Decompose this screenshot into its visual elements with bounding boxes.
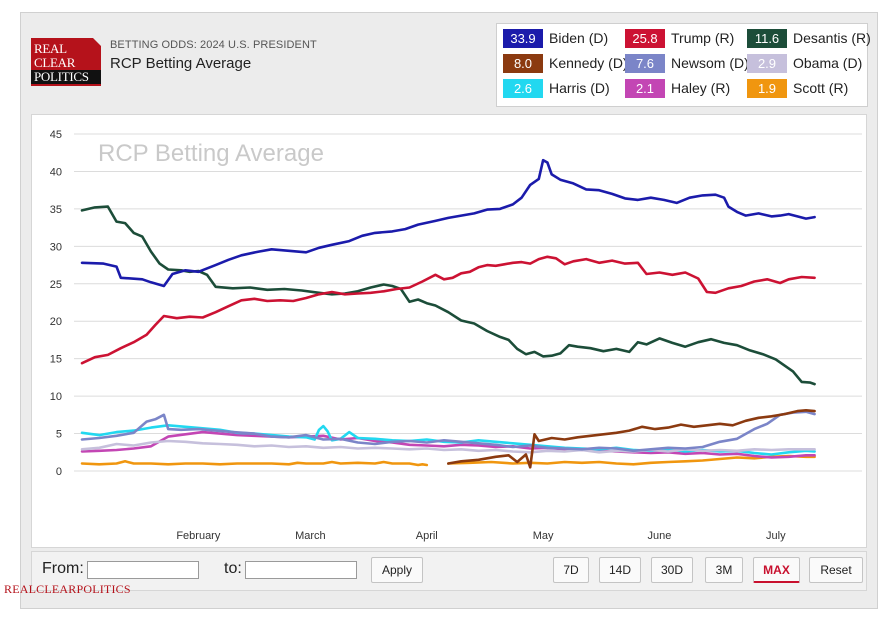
chart-area: 0 5 10 15 20 25 30 35 40 45 RCP Betting Average Feb… <box>31 114 867 548</box>
legend-item[interactable]: 2.9 Obama (D) <box>747 53 862 73</box>
x-tick-label: June <box>648 530 672 542</box>
x-tick-label: July <box>766 530 786 542</box>
legend-label: Haley (R) <box>671 80 731 96</box>
legend-item[interactable]: 11.6 Desantis (R) <box>747 28 871 48</box>
reset-button[interactable]: Reset <box>809 557 863 583</box>
logo-line-3: POLITICS <box>31 70 101 84</box>
chart-subtitle: BETTING ODDS: 2024 U.S. PRESIDENT <box>110 39 317 51</box>
legend-label: Harris (D) <box>549 80 610 96</box>
from-label: From: <box>42 560 84 577</box>
legend-item[interactable]: 2.6 Harris (D) <box>503 78 610 98</box>
rcp-logo[interactable]: REAL CLEAR POLITICS <box>31 37 102 86</box>
y-tick-label: 5 <box>56 429 62 441</box>
x-tick-label: February <box>176 530 221 542</box>
x-tick-label: May <box>533 530 554 542</box>
legend-value: 25.8 <box>625 28 665 48</box>
range-button-30d[interactable]: 30D <box>651 557 693 583</box>
range-button-max[interactable]: MAX <box>753 557 800 583</box>
y-tick-label: 25 <box>50 279 62 291</box>
range-button-7d[interactable]: 7D <box>553 557 589 583</box>
y-tick-label: 45 <box>50 129 62 141</box>
legend-value: 2.6 <box>503 78 543 98</box>
to-label: to: <box>224 560 242 577</box>
range-button-14d[interactable]: 14D <box>599 557 641 583</box>
legend-label: Scott (R) <box>793 80 849 96</box>
apply-button[interactable]: Apply <box>371 557 423 583</box>
date-controls: From: to: Apply 7D 14D 30D 3M MAX Reset <box>31 551 867 591</box>
footer-brand[interactable]: REALCLEARPOLITICS <box>4 582 131 596</box>
x-tick-label: March <box>295 530 326 542</box>
widget-header: REAL CLEAR POLITICS BETTING ODDS: 2024 U… <box>21 13 879 111</box>
legend-label: Obama (D) <box>793 55 863 71</box>
legend-label: Desantis (R) <box>793 30 871 46</box>
line-chart: 0 5 10 15 20 25 30 35 40 45 RCP Betting Average Feb… <box>50 121 863 542</box>
legend-label: Biden (D) <box>549 30 609 46</box>
plot-background <box>68 121 863 541</box>
series-line-kennedy <box>447 409 816 469</box>
legend-value: 2.1 <box>625 78 665 98</box>
y-tick-label: 10 <box>50 391 62 403</box>
legend-label: Kennedy (D) <box>549 55 628 71</box>
y-tick-label: 20 <box>50 316 62 328</box>
y-tick-label: 35 <box>50 204 62 216</box>
chart-title: RCP Betting Average <box>110 55 252 72</box>
y-tick-label: 15 <box>50 354 62 366</box>
y-tick-label: 40 <box>50 166 62 178</box>
chart-watermark-title: RCP Betting Average <box>98 140 324 167</box>
logo-line-1: REAL <box>34 41 67 56</box>
y-tick-label: 30 <box>50 241 62 253</box>
series-line-haley <box>80 430 816 459</box>
series-line-biden <box>80 158 816 288</box>
legend-item[interactable]: 25.8 Trump (R) <box>625 28 734 48</box>
betting-widget: REAL CLEAR POLITICS BETTING ODDS: 2024 U… <box>20 12 878 609</box>
legend-value: 1.9 <box>747 78 787 98</box>
range-button-3m[interactable]: 3M <box>705 557 743 583</box>
legend-value: 11.6 <box>747 28 787 48</box>
series-line-trump <box>80 255 816 365</box>
y-tick-label: 0 <box>56 466 62 478</box>
legend-item[interactable]: 8.0 Kennedy (D) <box>503 53 628 73</box>
legend-item[interactable]: 1.9 Scott (R) <box>747 78 848 98</box>
legend: 33.9 Biden (D) 25.8 Trump (R) 11.6 Desantis (… <box>496 23 871 107</box>
legend-item[interactable]: 33.9 Biden (D) <box>503 28 608 48</box>
series-line-newsom <box>80 410 816 453</box>
to-date-input[interactable] <box>245 561 357 579</box>
logo-line-2: CLEAR <box>34 55 76 70</box>
legend-value: 2.9 <box>747 53 787 73</box>
legend-label: Newsom (D) <box>671 55 749 71</box>
legend-value: 33.9 <box>503 28 543 48</box>
x-tick-label: April <box>416 530 438 542</box>
legend-value: 8.0 <box>503 53 543 73</box>
series-line-obama <box>80 439 816 454</box>
legend-label: Trump (R) <box>671 30 735 46</box>
legend-item[interactable]: 7.6 Newsom (D) <box>625 53 749 73</box>
from-date-input[interactable] <box>87 561 199 579</box>
legend-value: 7.6 <box>625 53 665 73</box>
legend-item[interactable]: 2.1 Haley (R) <box>625 78 730 98</box>
